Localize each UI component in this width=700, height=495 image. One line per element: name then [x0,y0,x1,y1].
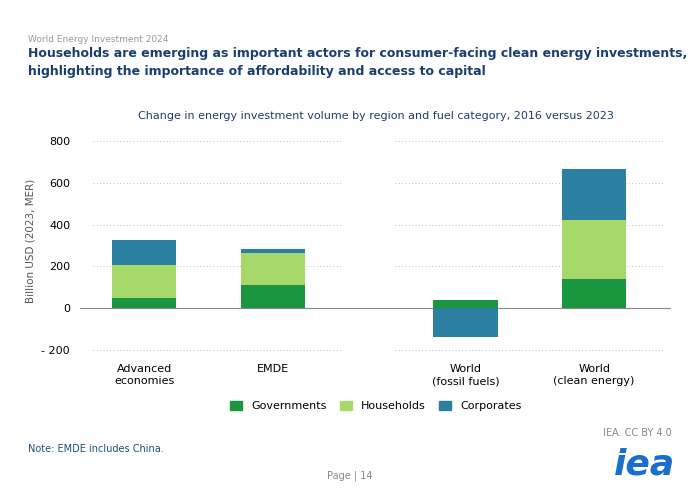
Text: Page | 14: Page | 14 [328,471,372,481]
Bar [241,285,304,308]
Text: Households are emerging as important actors for consumer-facing clean energy inv: Households are emerging as important act… [28,47,687,78]
Bar [562,279,626,308]
Bar [562,220,626,279]
Bar [562,169,626,220]
Text: Note: EMDE includes China.: Note: EMDE includes China. [28,445,164,454]
Text: iea: iea [615,447,676,481]
Bar [112,265,176,297]
Text: IEA. CC BY 4.0: IEA. CC BY 4.0 [603,428,672,438]
Bar [112,297,176,308]
Bar [241,253,304,285]
Y-axis label: Billion USD (2023, MER): Billion USD (2023, MER) [26,179,36,303]
Text: Overview and key findings: Overview and key findings [498,22,654,32]
Bar [112,240,176,265]
Bar [241,248,304,253]
Text: World Energy Investment 2024: World Energy Investment 2024 [28,35,169,44]
Bar [433,308,498,337]
Legend: Governments, Households, Corporates: Governments, Households, Corporates [225,397,526,416]
Bar [433,299,498,308]
Title: Change in energy investment volume by region and fuel category, 2016 versus 2023: Change in energy investment volume by re… [138,111,613,121]
